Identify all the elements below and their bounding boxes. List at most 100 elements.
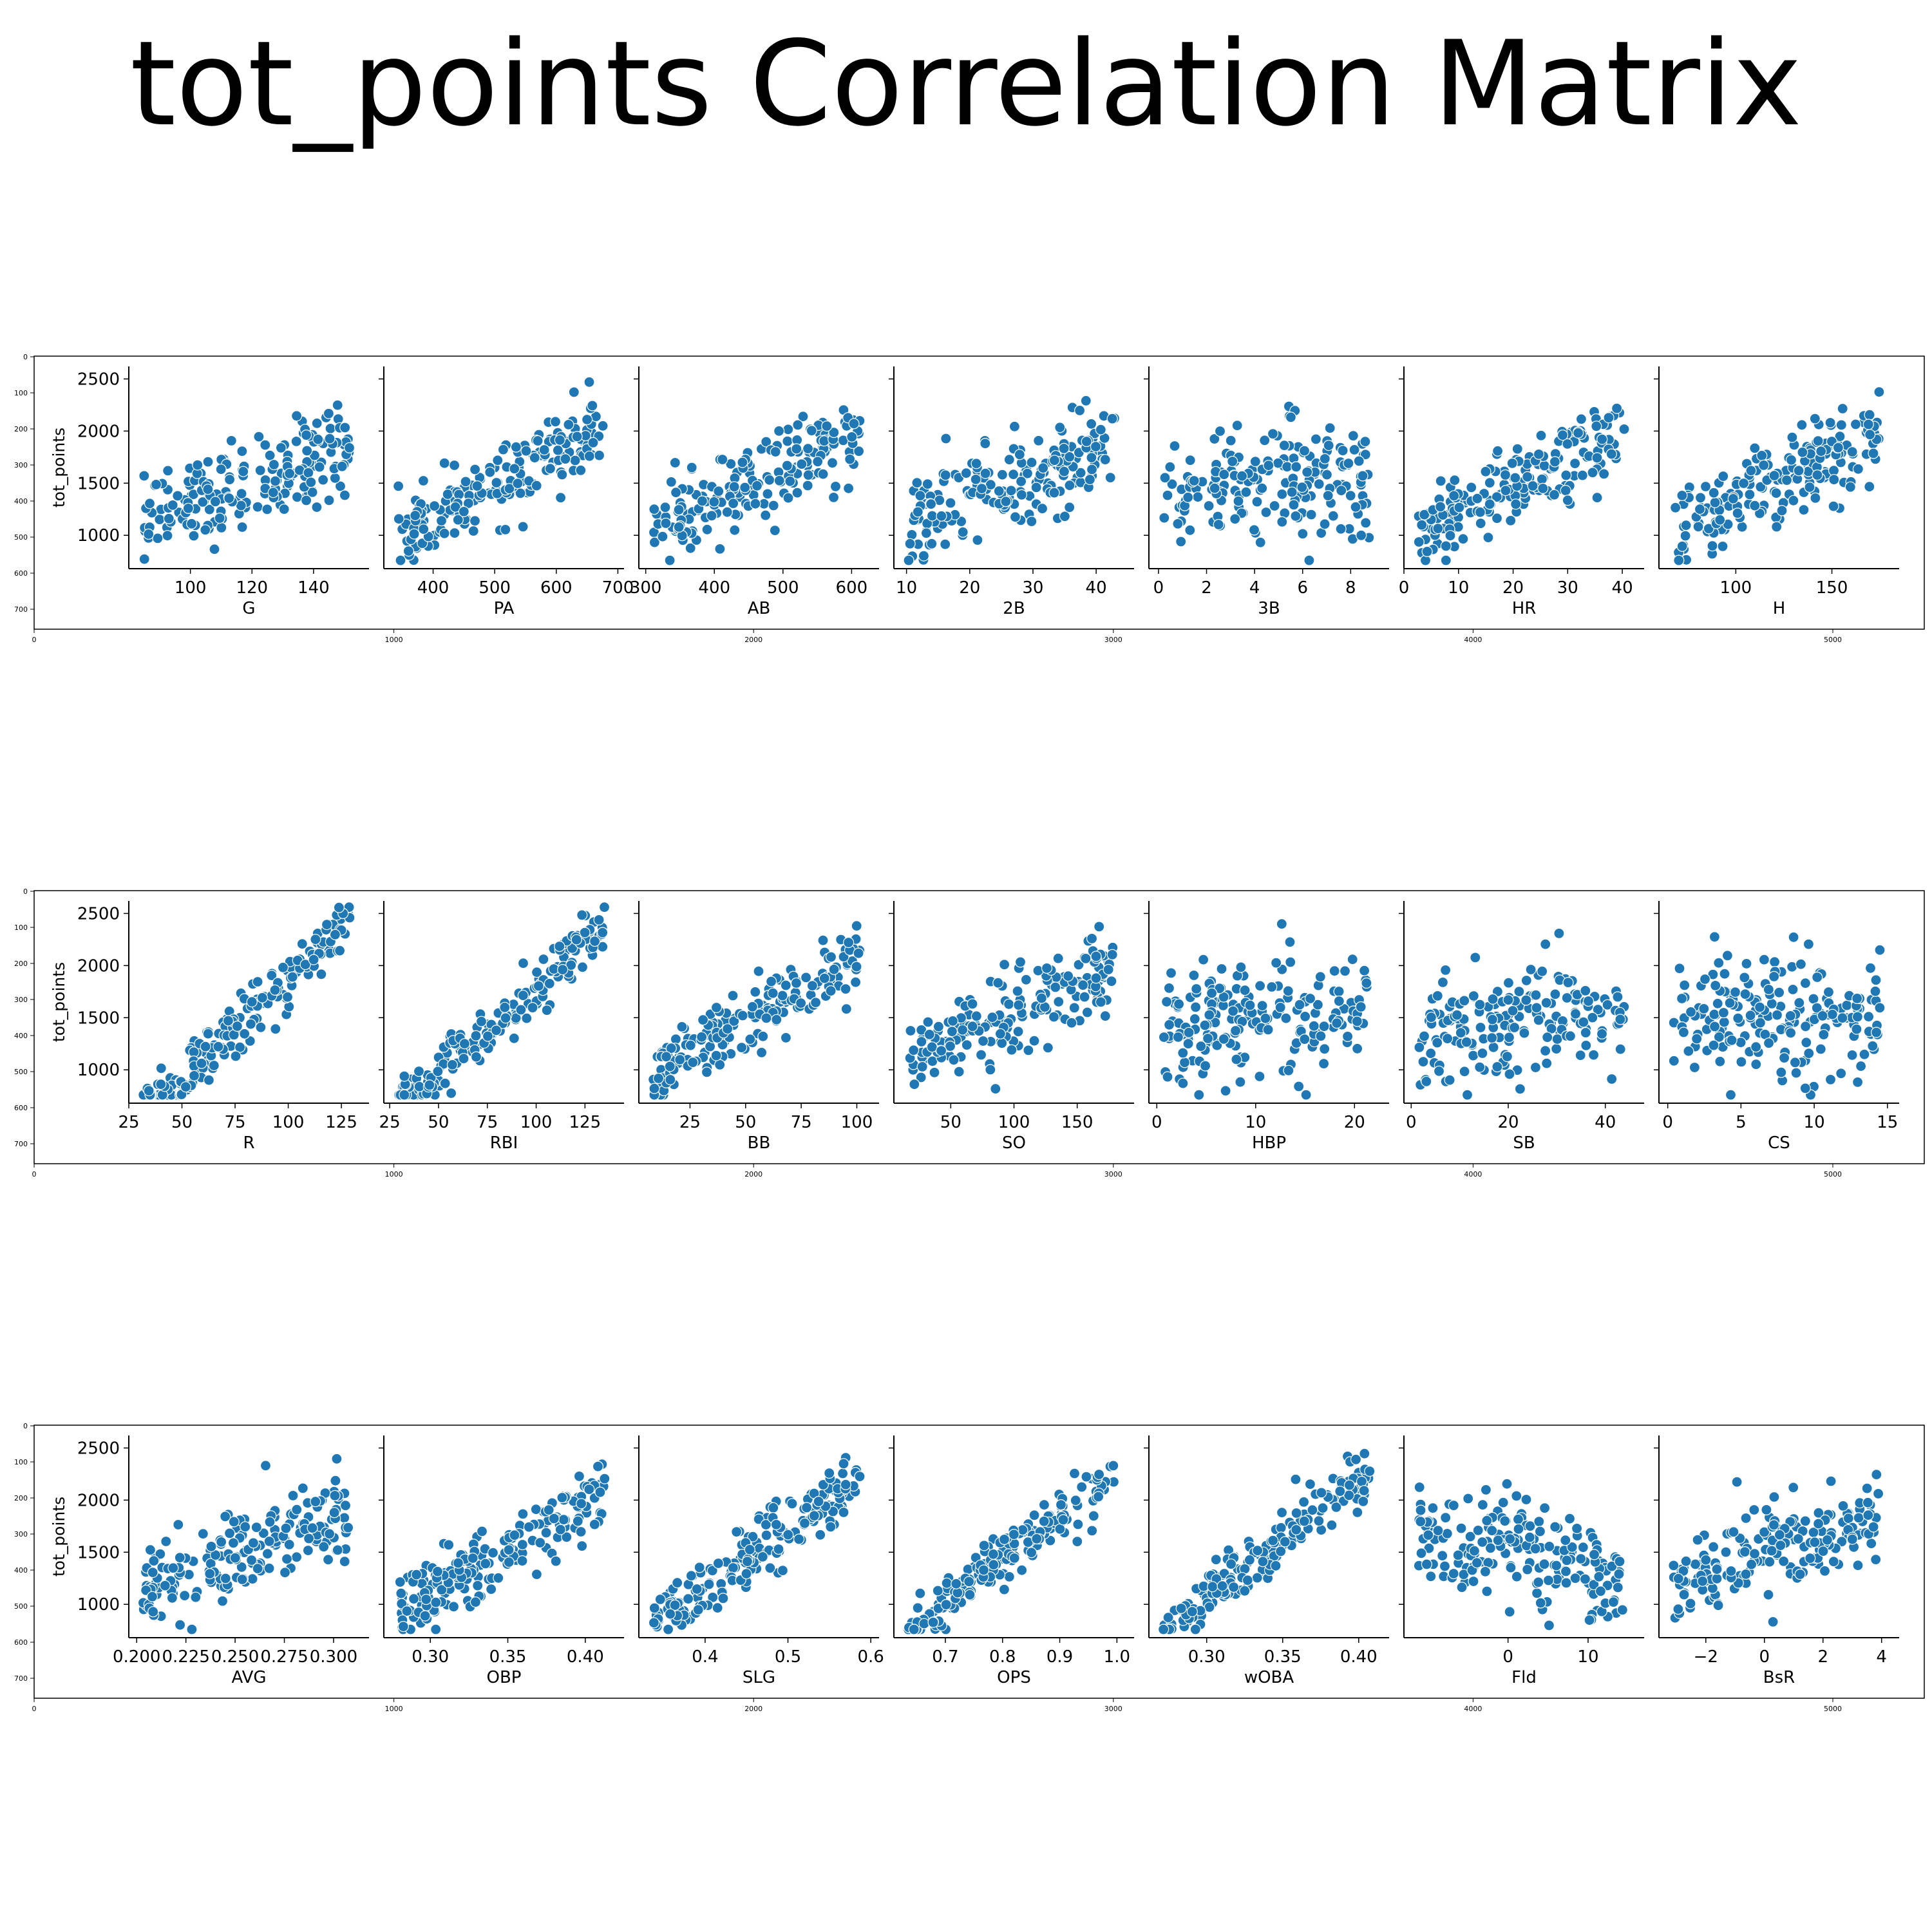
scatter-point xyxy=(1257,1556,1269,1567)
scatter-point xyxy=(279,1567,291,1578)
outer-y-tick-label: 700 xyxy=(14,1140,28,1148)
scatter-point xyxy=(1184,524,1196,536)
scatter-point xyxy=(912,1602,923,1614)
scatter-point xyxy=(1188,475,1200,487)
scatter-point xyxy=(1741,958,1752,970)
scatter-point xyxy=(755,1046,768,1059)
scatter-point xyxy=(1070,1495,1081,1506)
scatter-point xyxy=(1269,500,1280,512)
scatter-point xyxy=(685,1039,696,1051)
scatter-point xyxy=(509,463,520,475)
scatter-point xyxy=(332,1544,343,1556)
x-tick-label: 0.275 xyxy=(260,1647,308,1667)
scatter-point xyxy=(1217,1580,1228,1592)
scatter-point xyxy=(1319,518,1331,530)
outer-x-tick-label: 3000 xyxy=(1104,636,1122,644)
scatter-point xyxy=(1197,954,1209,965)
scatter-point xyxy=(1432,522,1444,535)
scatter-point xyxy=(1540,1045,1551,1057)
scatter-point xyxy=(1758,459,1770,471)
scatter-point xyxy=(1787,983,1799,996)
y-tick-label: 2500 xyxy=(77,1439,120,1458)
scatter-point xyxy=(980,437,991,450)
y-tick-label: 2000 xyxy=(77,956,120,976)
scatter-point xyxy=(152,533,164,544)
scatter-point xyxy=(654,1593,666,1605)
scatter-point xyxy=(1792,1533,1804,1545)
scatter-point xyxy=(1169,440,1180,452)
scatter-point xyxy=(925,498,937,510)
scatter-point xyxy=(339,489,351,501)
scatter-point xyxy=(1870,985,1881,997)
scatter-point xyxy=(701,524,713,535)
scatter-point xyxy=(1285,956,1296,968)
scatter-point xyxy=(1003,1571,1015,1582)
scatter-point xyxy=(1213,518,1224,531)
scatter-point xyxy=(331,1453,343,1464)
x-axis-label: SLG xyxy=(743,1668,775,1687)
scatter-point xyxy=(1835,1068,1847,1079)
scatter-point xyxy=(960,468,972,479)
scatter-point xyxy=(1298,445,1311,457)
scatter-point xyxy=(308,954,319,965)
scatter-point xyxy=(246,996,258,1008)
scatter-point xyxy=(1364,1465,1376,1477)
scatter-point xyxy=(1016,489,1028,501)
scatter-point xyxy=(941,1577,952,1589)
scatter-point xyxy=(1813,1518,1824,1530)
scatter-point xyxy=(554,492,567,504)
scatter-point xyxy=(220,1511,231,1522)
scatter-point xyxy=(1795,958,1806,970)
scatter-point xyxy=(1173,998,1185,1010)
scatter-point xyxy=(1804,481,1815,493)
scatter-point xyxy=(1692,521,1704,533)
x-tick-label: 100 xyxy=(998,1113,1030,1132)
scatter-point xyxy=(1323,439,1334,451)
scatter-point xyxy=(777,990,788,1001)
scatter-point xyxy=(208,1059,220,1072)
scatter-point xyxy=(1162,1071,1173,1083)
scatter-point xyxy=(721,506,733,518)
scatter-point xyxy=(1427,1502,1439,1514)
scatter-point xyxy=(1499,1515,1511,1527)
scatter-point xyxy=(1560,1566,1572,1577)
scatter-point xyxy=(1209,482,1220,494)
scatter-point xyxy=(1276,488,1288,500)
scatter-point xyxy=(1749,500,1761,511)
scatter-point xyxy=(1618,423,1630,435)
scatter-point xyxy=(1231,1054,1242,1065)
scatter-point xyxy=(268,459,279,471)
scatter-point xyxy=(260,1460,272,1472)
scatter-point xyxy=(1824,417,1836,429)
scatter-point xyxy=(1748,1548,1761,1560)
scatter-point xyxy=(301,445,313,457)
x-tick-label: 4 xyxy=(1249,578,1260,598)
x-tick-label: 0.200 xyxy=(113,1647,160,1667)
scatter-point xyxy=(764,1562,776,1574)
scatter-point xyxy=(1003,998,1015,1010)
x-tick-label: 50 xyxy=(735,1113,756,1132)
scatter-point xyxy=(1815,446,1827,457)
scatter-point xyxy=(1873,386,1885,398)
scatter-point xyxy=(1823,986,1835,998)
x-tick-label: 150 xyxy=(1061,1113,1094,1132)
scatter-point xyxy=(1676,540,1688,552)
scatter-point xyxy=(1509,1021,1520,1034)
scatter-point xyxy=(200,524,211,536)
scatter-point xyxy=(301,495,312,506)
x-tick-label: 2 xyxy=(1817,1647,1828,1667)
scatter-point xyxy=(1573,427,1584,439)
scatter-point xyxy=(1104,471,1116,484)
scatter-point xyxy=(435,515,448,527)
scatter-point xyxy=(236,445,248,457)
scatter-point xyxy=(1282,985,1294,997)
x-axis-label: Fld xyxy=(1511,1668,1537,1687)
scatter-point xyxy=(1837,402,1848,415)
scatter-point xyxy=(1008,1529,1020,1540)
scatter-point xyxy=(1175,1602,1187,1615)
scatter-point xyxy=(1775,1540,1786,1551)
scatter-point xyxy=(1313,478,1325,490)
scatter-point xyxy=(1218,469,1230,480)
scatter-point xyxy=(1712,998,1723,1009)
scatter-point xyxy=(334,480,346,492)
